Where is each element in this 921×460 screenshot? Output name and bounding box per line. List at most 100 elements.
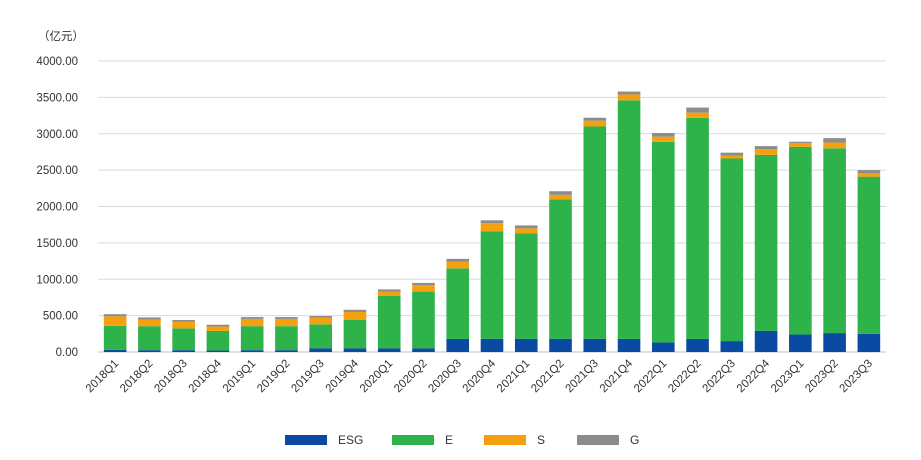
x-tick-label: 2023Q2 <box>803 358 840 395</box>
bar-segment-esg <box>686 338 709 352</box>
bar-segment-s <box>720 155 744 159</box>
bar-segment-g <box>480 220 504 224</box>
bar-segment-s <box>446 261 470 269</box>
legend-swatch-g <box>577 435 619 445</box>
legend-label-e: E <box>445 433 453 447</box>
y-tick-label: 1000.00 <box>36 274 78 286</box>
bar-segment-esg <box>480 338 504 352</box>
legend-swatch-esg <box>285 435 327 445</box>
x-tick-label: 2020Q4 <box>461 357 499 395</box>
bar-segment-esg <box>309 348 333 352</box>
bar-segment-e <box>617 100 641 339</box>
x-tick-label: 2023Q1 <box>769 358 806 395</box>
bar-segment-e <box>343 319 367 349</box>
bar-segment-e <box>857 176 881 334</box>
x-tick-label: 2020Q3 <box>426 358 463 395</box>
bar-segment-g <box>549 191 572 195</box>
bar-segment-esg <box>138 350 161 352</box>
y-tick-label: 2000.00 <box>36 202 78 214</box>
bar-segment-g <box>275 317 298 319</box>
bar-segment-esg <box>789 334 812 352</box>
bar-segment-s <box>583 120 607 127</box>
y-tick-label: 2500.00 <box>36 165 78 177</box>
bar-segment-g <box>617 91 641 95</box>
x-tick-label: 2021Q1 <box>495 358 532 395</box>
bar-segment-esg <box>823 333 846 352</box>
x-tick-label: 2021Q4 <box>598 357 636 395</box>
bar-segment-esg <box>103 349 127 352</box>
bar-segment-g <box>446 258 470 262</box>
unit-label: （亿元） <box>38 30 84 43</box>
y-tick-label: 500.00 <box>43 311 78 323</box>
bar-segment-s <box>480 223 504 232</box>
bar-segment-esg <box>206 350 230 352</box>
x-tick-label: 2021Q2 <box>529 358 566 395</box>
bar-segment-e <box>789 146 812 335</box>
bar-segment-g <box>103 314 127 317</box>
y-tick-label: 4000.00 <box>36 56 78 68</box>
legend-swatch-s <box>484 435 526 445</box>
x-tick-label: 2018Q4 <box>187 357 225 395</box>
bar-segment-esg <box>754 330 778 352</box>
bar-segment-s <box>309 317 333 325</box>
bar-segment-g <box>514 225 538 229</box>
bar-segment-esg <box>240 350 264 352</box>
bar-segment-g <box>138 317 161 320</box>
y-tick-label: 3500.00 <box>36 92 78 104</box>
bar-segment-e <box>103 325 127 350</box>
bar-segment-s <box>686 112 709 118</box>
bar-segment-g <box>789 141 812 144</box>
bar-segment-s <box>823 142 846 149</box>
bar-segment-e <box>720 158 744 342</box>
bar-segment-esg <box>377 348 401 352</box>
bar-segment-s <box>514 228 538 234</box>
bar-segment-esg <box>720 341 744 352</box>
bar-segment-s <box>172 321 195 329</box>
bar-segment-e <box>377 295 401 349</box>
legend-label-g: G <box>630 433 639 447</box>
bar-segment-esg <box>412 348 435 352</box>
bars <box>103 91 881 352</box>
bar-segment-g <box>857 170 881 174</box>
bar-segment-g <box>720 152 744 156</box>
bar-segment-g <box>377 289 401 292</box>
bar-segment-s <box>275 318 298 327</box>
bar-segment-g <box>172 319 195 322</box>
bar-segment-s <box>549 194 572 200</box>
bar-segment-esg <box>172 350 195 352</box>
bar-segment-g <box>651 133 675 137</box>
bar-segment-e <box>138 326 161 351</box>
bar-segment-esg <box>583 338 607 352</box>
bar-segment-esg <box>549 338 572 352</box>
x-tick-label: 2022Q1 <box>632 358 669 395</box>
x-tick-label: 2021Q3 <box>563 358 600 395</box>
y-tick-label: 3000.00 <box>36 129 78 141</box>
bar-segment-s <box>651 136 675 142</box>
x-tick-label: 2020Q2 <box>392 358 429 395</box>
bar-segment-g <box>686 107 709 113</box>
bar-segment-e <box>583 126 607 339</box>
legend-label-esg: ESG <box>338 433 363 447</box>
bar-segment-g <box>583 117 607 121</box>
bar-segment-esg <box>857 333 881 352</box>
x-tick-label: 2018Q3 <box>152 358 189 395</box>
bar-segment-e <box>240 326 264 351</box>
bar-segment-e <box>446 268 470 339</box>
y-tick-label: 1500.00 <box>36 238 78 250</box>
bar-segment-s <box>138 319 161 327</box>
bar-segment-s <box>412 285 435 292</box>
bar-segment-s <box>754 149 778 155</box>
y-axis-ticks: 0.00 500.00 1000.00 1500.00 2000.00 2500.00 30… <box>36 56 78 359</box>
bar-segment-e <box>275 326 298 351</box>
bar-segment-g <box>754 146 778 150</box>
x-tick-label: 2019Q4 <box>324 357 362 395</box>
bar-segment-esg <box>343 348 367 352</box>
bar-segment-esg <box>617 338 641 352</box>
x-tick-label: 2020Q1 <box>358 358 395 395</box>
bar-segment-e <box>754 154 778 331</box>
x-tick-label: 2018Q1 <box>84 358 121 395</box>
x-tick-label: 2022Q4 <box>735 357 773 395</box>
x-tick-label: 2023Q3 <box>838 358 875 395</box>
bar-segment-s <box>206 326 230 331</box>
